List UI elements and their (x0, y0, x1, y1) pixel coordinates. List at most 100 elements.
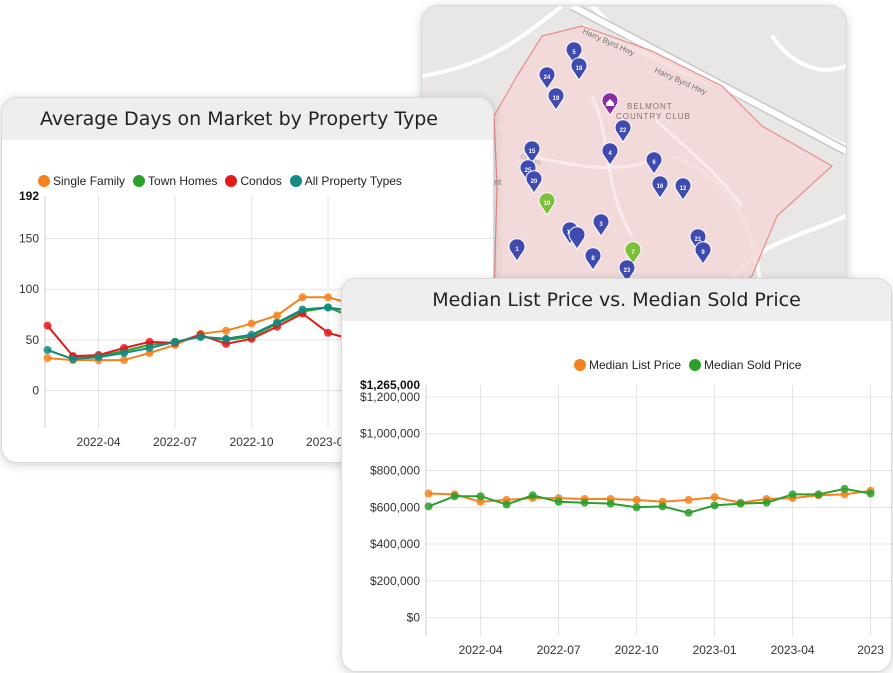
data-point[interactable] (554, 497, 563, 506)
data-point[interactable] (684, 495, 693, 504)
x-tick-label: 2023-01 (693, 643, 737, 657)
legend-item[interactable]: Condos (225, 174, 282, 188)
listing-marker[interactable]: 19 (547, 87, 565, 111)
data-point[interactable] (298, 305, 307, 314)
data-point[interactable] (324, 328, 333, 337)
listing-marker[interactable]: 10 (538, 192, 556, 216)
road (770, 34, 846, 72)
data-point[interactable] (43, 354, 52, 363)
data-point[interactable] (450, 492, 459, 501)
data-point[interactable] (502, 500, 511, 509)
data-point[interactable] (476, 492, 485, 501)
data-point[interactable] (247, 330, 256, 339)
data-point[interactable] (145, 337, 154, 346)
listing-marker[interactable]: 20 (525, 170, 543, 194)
data-point[interactable] (94, 353, 103, 362)
data-point[interactable] (120, 349, 129, 358)
days-chart-legend[interactable]: Single Family Town Homes Condos All Propert… (38, 174, 410, 188)
y-tick-label: 50 (26, 333, 40, 347)
listing-marker[interactable]: 1 (508, 238, 526, 262)
listing-marker[interactable]: 8 (584, 247, 602, 271)
listing-marker[interactable] (568, 226, 586, 250)
legend-item[interactable]: Median List Price (574, 358, 681, 372)
data-point[interactable] (196, 332, 205, 341)
listing-marker[interactable]: 16 (651, 175, 669, 199)
listing-marker[interactable]: 6 (645, 151, 663, 175)
listing-marker[interactable]: 18 (570, 57, 588, 81)
data-point[interactable] (69, 355, 78, 364)
data-point[interactable] (145, 343, 154, 352)
data-point[interactable] (710, 501, 719, 510)
svg-text:8: 8 (591, 256, 595, 262)
data-point[interactable] (658, 502, 667, 511)
data-point[interactable] (632, 495, 641, 504)
legend-item[interactable]: All Property Types (289, 174, 402, 188)
x-tick-label: 2022-04 (77, 435, 121, 449)
data-point[interactable] (43, 345, 52, 354)
data-point[interactable] (528, 491, 537, 500)
data-point[interactable] (120, 356, 129, 365)
data-point[interactable] (840, 490, 849, 499)
svg-text:18: 18 (576, 66, 583, 72)
y-tick-label: 100 (19, 282, 39, 296)
legend-item[interactable]: Single Family (38, 174, 125, 188)
data-point[interactable] (424, 502, 433, 511)
listing-marker[interactable]: 22 (614, 119, 632, 143)
data-point[interactable] (273, 311, 282, 320)
legend-label: All Property Types (304, 174, 402, 188)
y-tick-label: $600,000 (370, 500, 420, 514)
data-point[interactable] (171, 337, 180, 346)
data-point[interactable] (424, 489, 433, 498)
highway-centre (570, 6, 846, 154)
price-chart: $0 $200,000 $400,000 $600,000 $800,000 $1,000… (360, 378, 891, 657)
legend-label: Median List Price (589, 358, 682, 372)
x-tick-label: 2022-07 (537, 643, 581, 657)
listing-marker[interactable]: 5 (565, 41, 583, 65)
data-point[interactable] (324, 303, 333, 312)
data-point[interactable] (43, 321, 52, 330)
x-tick-label: 2022-07 (153, 435, 197, 449)
data-point[interactable] (866, 489, 875, 498)
data-point[interactable] (814, 490, 823, 499)
svg-text:20: 20 (531, 179, 538, 185)
legend-label: Condos (240, 174, 282, 188)
listing-marker[interactable]: 24 (538, 66, 556, 90)
listing-marker[interactable]: 12 (674, 177, 692, 201)
legend-item[interactable]: Town Homes (133, 174, 217, 188)
listing-marker[interactable]: 23 (618, 259, 636, 283)
data-point[interactable] (222, 334, 231, 343)
data-point[interactable] (324, 293, 333, 302)
x-tick-label: 2023 (857, 643, 884, 657)
data-point[interactable] (840, 484, 849, 493)
home-icon (606, 99, 614, 106)
listing-marker[interactable]: 21 (689, 228, 707, 252)
data-point[interactable] (247, 319, 256, 328)
listing-marker[interactable]: 9 (694, 241, 712, 265)
svg-text:5: 5 (572, 50, 576, 56)
listing-marker[interactable]: 4 (601, 142, 619, 166)
data-point[interactable] (273, 318, 282, 327)
road (422, 6, 564, 78)
home-marker[interactable] (601, 92, 619, 116)
data-point[interactable] (580, 498, 589, 507)
listing-marker[interactable]: 3 (592, 213, 610, 237)
listing-marker[interactable]: 7 (624, 241, 642, 265)
data-point[interactable] (606, 499, 615, 508)
legend-item[interactable]: Median Sold Price (689, 358, 801, 372)
price-chart-legend[interactable]: Median List Price Median Sold Price (574, 358, 809, 372)
data-point[interactable] (684, 508, 693, 517)
data-point[interactable] (736, 499, 745, 508)
legend-marker (38, 175, 50, 187)
listing-marker[interactable]: 15 (523, 140, 541, 164)
data-point[interactable] (298, 293, 307, 302)
legend-marker (133, 175, 146, 187)
legend-marker (225, 175, 238, 187)
data-point[interactable] (222, 326, 231, 335)
data-point[interactable] (476, 497, 485, 506)
data-point[interactable] (762, 498, 771, 507)
data-point[interactable] (632, 503, 641, 512)
y-tick-label: $1,200,000 (360, 390, 420, 404)
data-point[interactable] (710, 493, 719, 502)
data-point[interactable] (788, 490, 797, 499)
